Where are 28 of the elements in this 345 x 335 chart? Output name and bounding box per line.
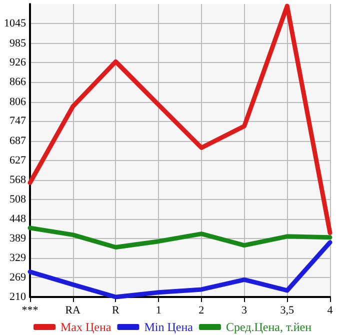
y-tick-label: 985 bbox=[10, 37, 26, 50]
x-tick-label: 4 bbox=[327, 304, 334, 316]
x-tick-label: RA bbox=[65, 304, 81, 316]
y-tick-label: 687 bbox=[10, 134, 26, 147]
y-tick-label: 1045 bbox=[4, 18, 26, 30]
legend-label: Max Цена bbox=[60, 320, 112, 334]
y-tick-label: 806 bbox=[10, 96, 26, 108]
x-tick-label: 1 bbox=[156, 304, 162, 316]
y-tick-label: 329 bbox=[10, 252, 26, 264]
line-series bbox=[28, 226, 332, 250]
y-tick-label: 747 bbox=[10, 115, 26, 128]
x-tick-label: 3 bbox=[242, 304, 248, 316]
y-tick-label: 508 bbox=[10, 193, 26, 206]
y-tick-label: 389 bbox=[10, 232, 26, 244]
y-tick-label: 568 bbox=[10, 174, 26, 186]
legend-label: Сред.Цена, т.йен bbox=[226, 320, 312, 334]
y-tick-label: 269 bbox=[10, 272, 26, 284]
legend-label: Min Цена bbox=[144, 320, 194, 334]
x-tick-label: 2 bbox=[198, 304, 204, 316]
y-tick-label: 926 bbox=[10, 56, 26, 69]
line-series bbox=[28, 4, 332, 236]
y-tick-label: 448 bbox=[10, 213, 26, 226]
y-tick-label: 210 bbox=[10, 291, 26, 303]
y-tick-label: 866 bbox=[10, 76, 26, 88]
x-tick-label: 3,5 bbox=[280, 304, 295, 316]
x-tick-label: *** bbox=[22, 304, 38, 316]
x-tick-label: R bbox=[112, 304, 120, 316]
y-tick-label: 627 bbox=[10, 154, 26, 166]
